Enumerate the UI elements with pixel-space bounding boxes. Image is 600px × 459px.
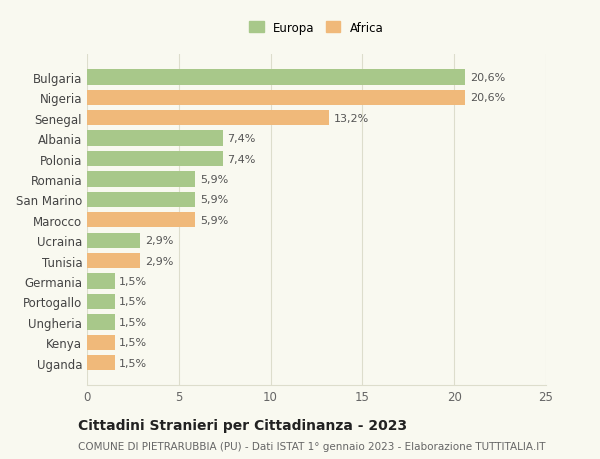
Bar [87,355,115,370]
Text: 7,4%: 7,4% [227,134,256,144]
Text: 1,5%: 1,5% [119,337,147,347]
Text: 20,6%: 20,6% [470,73,505,83]
Bar [87,192,196,207]
Text: 7,4%: 7,4% [227,154,256,164]
Bar [87,172,196,187]
Text: 2,9%: 2,9% [145,256,173,266]
Text: 5,9%: 5,9% [200,174,228,185]
Bar [87,233,140,248]
Text: 1,5%: 1,5% [119,358,147,368]
Bar [87,213,196,228]
Bar [87,70,465,85]
Bar [87,294,115,309]
Text: 5,9%: 5,9% [200,215,228,225]
Legend: Europa, Africa: Europa, Africa [246,18,387,38]
Bar [87,90,465,106]
Bar [87,335,115,350]
Text: 13,2%: 13,2% [334,113,369,123]
Text: 5,9%: 5,9% [200,195,228,205]
Bar [87,151,223,167]
Bar [87,111,329,126]
Text: Cittadini Stranieri per Cittadinanza - 2023: Cittadini Stranieri per Cittadinanza - 2… [78,419,407,432]
Bar [87,314,115,330]
Text: 20,6%: 20,6% [470,93,505,103]
Bar [87,131,223,146]
Text: 2,9%: 2,9% [145,236,173,246]
Bar [87,274,115,289]
Text: COMUNE DI PIETRARUBBIA (PU) - Dati ISTAT 1° gennaio 2023 - Elaborazione TUTTITAL: COMUNE DI PIETRARUBBIA (PU) - Dati ISTAT… [78,441,545,451]
Text: 1,5%: 1,5% [119,317,147,327]
Bar [87,253,140,269]
Text: 1,5%: 1,5% [119,276,147,286]
Text: 1,5%: 1,5% [119,297,147,307]
